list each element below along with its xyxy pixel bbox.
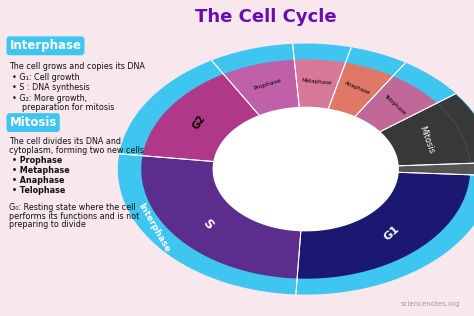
Text: The cell grows and copies its DNA: The cell grows and copies its DNA (9, 62, 146, 71)
Text: Mitosis: Mitosis (9, 116, 57, 129)
Polygon shape (355, 76, 437, 132)
Text: • Anaphase: • Anaphase (12, 176, 64, 185)
Polygon shape (141, 156, 301, 279)
Text: The cell divides its DNA and: The cell divides its DNA and (9, 137, 121, 146)
Polygon shape (294, 59, 346, 109)
Polygon shape (380, 103, 470, 166)
Text: performs its functions and is not: performs its functions and is not (9, 212, 140, 221)
Text: Metaphase: Metaphase (302, 77, 333, 85)
Text: G₀: Resting state where the cell: G₀: Resting state where the cell (9, 203, 136, 212)
Polygon shape (437, 94, 474, 163)
Text: preparation for mitosis: preparation for mitosis (12, 103, 114, 112)
Text: The Cell Cycle: The Cell Cycle (195, 9, 336, 26)
Text: sciencenotes.org: sciencenotes.org (401, 301, 460, 307)
Polygon shape (213, 107, 398, 231)
Text: • S : DNA synthesis: • S : DNA synthesis (12, 83, 90, 92)
Polygon shape (470, 162, 474, 176)
Text: G2: G2 (191, 113, 207, 131)
Text: • Metaphase: • Metaphase (12, 166, 70, 175)
Text: Mitosis: Mitosis (417, 125, 436, 155)
Text: Interphase: Interphase (136, 201, 171, 254)
Polygon shape (328, 63, 393, 117)
Text: Telophase: Telophase (383, 93, 407, 115)
Text: Anaphase: Anaphase (344, 80, 371, 96)
Text: S: S (200, 216, 215, 232)
Polygon shape (297, 172, 470, 279)
Text: cytoplasm, forming two new cells: cytoplasm, forming two new cells (9, 146, 145, 155)
Text: Prophase: Prophase (253, 78, 282, 91)
Text: Interphase: Interphase (9, 39, 82, 52)
Polygon shape (118, 44, 474, 294)
Text: • Prophase: • Prophase (12, 156, 62, 165)
Text: preparing to divide: preparing to divide (9, 221, 86, 229)
Polygon shape (398, 163, 470, 175)
Text: • G₁: Cell growth: • G₁: Cell growth (12, 73, 80, 82)
Text: G0: G0 (0, 315, 1, 316)
Text: • Telophase: • Telophase (12, 186, 65, 195)
Polygon shape (143, 74, 259, 161)
Text: • G₂: More growth,: • G₂: More growth, (12, 94, 87, 103)
Text: G1: G1 (382, 223, 401, 242)
Polygon shape (223, 60, 299, 116)
